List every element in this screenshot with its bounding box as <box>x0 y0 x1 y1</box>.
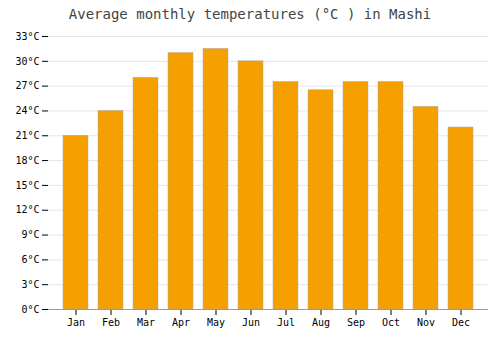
svg-text:Jan: Jan <box>67 317 85 328</box>
svg-text:9°C: 9°C <box>21 229 39 240</box>
svg-text:3°C: 3°C <box>21 279 39 290</box>
svg-text:6°C: 6°C <box>21 254 39 265</box>
svg-text:Nov: Nov <box>417 317 435 328</box>
svg-text:Jun: Jun <box>242 317 260 328</box>
svg-text:May: May <box>207 317 225 328</box>
html-text:Average monthly temperatures (: Average monthly temperatures (°C ) in Ma… <box>68 6 432 22</box>
svg-text:Jul: Jul <box>277 317 295 328</box>
svg-text:30°C: 30°C <box>15 56 39 67</box>
svg-text:33°C: 33°C <box>15 31 39 42</box>
svg-text:Oct: Oct <box>382 317 400 328</box>
svg-text:Apr: Apr <box>172 317 190 328</box>
svg-text:18°C: 18°C <box>15 155 39 166</box>
svg-text:Aug: Aug <box>312 317 330 328</box>
svg-text:12°C: 12°C <box>15 204 39 215</box>
svg-text:15°C: 15°C <box>15 180 39 191</box>
svg-text:Mar: Mar <box>137 317 155 328</box>
svg-text:24°C: 24°C <box>15 105 39 116</box>
svg-text:Sep: Sep <box>347 317 365 328</box>
svg-text:Feb: Feb <box>102 317 120 328</box>
svg-text:21°C: 21°C <box>15 130 39 141</box>
svg-text:Dec: Dec <box>452 317 470 328</box>
svg-text:0°C: 0°C <box>21 304 39 315</box>
svg-text:27°C: 27°C <box>15 80 39 91</box>
